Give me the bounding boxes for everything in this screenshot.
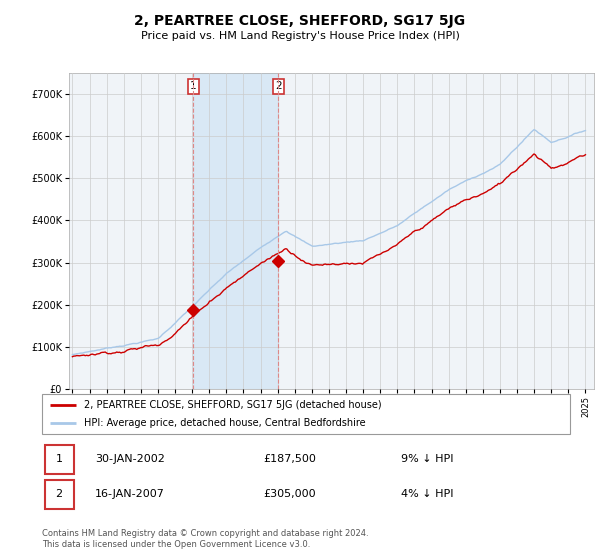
Text: 1: 1 xyxy=(190,81,197,91)
Text: HPI: Average price, detached house, Central Bedfordshire: HPI: Average price, detached house, Cent… xyxy=(84,418,366,428)
Bar xyxy=(44,445,74,474)
Text: £305,000: £305,000 xyxy=(264,489,316,499)
Text: 16-JAN-2007: 16-JAN-2007 xyxy=(95,489,164,499)
Bar xyxy=(193,73,278,389)
Text: 30-JAN-2002: 30-JAN-2002 xyxy=(95,454,164,464)
Text: 2, PEARTREE CLOSE, SHEFFORD, SG17 5JG (detached house): 2, PEARTREE CLOSE, SHEFFORD, SG17 5JG (d… xyxy=(84,400,382,409)
Text: 2: 2 xyxy=(56,489,63,499)
Text: 2, PEARTREE CLOSE, SHEFFORD, SG17 5JG: 2, PEARTREE CLOSE, SHEFFORD, SG17 5JG xyxy=(134,14,466,28)
Text: 4% ↓ HPI: 4% ↓ HPI xyxy=(401,489,454,499)
Text: Price paid vs. HM Land Registry's House Price Index (HPI): Price paid vs. HM Land Registry's House … xyxy=(140,31,460,41)
Text: 1: 1 xyxy=(56,454,62,464)
Text: £187,500: £187,500 xyxy=(264,454,317,464)
Text: 9% ↓ HPI: 9% ↓ HPI xyxy=(401,454,454,464)
Bar xyxy=(44,479,74,509)
Text: 2: 2 xyxy=(275,81,282,91)
Text: Contains HM Land Registry data © Crown copyright and database right 2024.
This d: Contains HM Land Registry data © Crown c… xyxy=(42,529,368,549)
